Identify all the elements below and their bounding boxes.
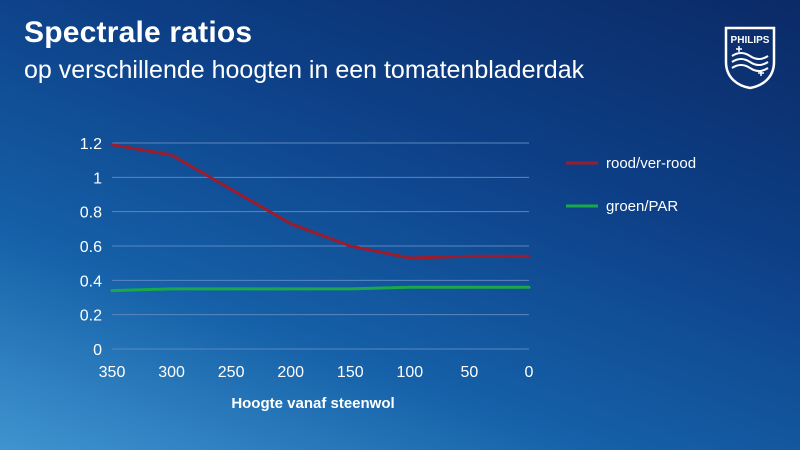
y-tick-label: 0.8: [80, 205, 102, 222]
series-lines: [110, 143, 531, 293]
y-tick-label: 0.6: [80, 239, 102, 256]
grid-lines: [112, 142, 529, 350]
chart-subtitle: op verschillende hoogten in een tomatenb…: [24, 56, 585, 84]
series-line-1: [110, 285, 531, 293]
x-tick-label: 350: [99, 364, 126, 381]
y-axis-ticks: 0 0.2 0.4 0.6 0.8 1 1.2: [80, 136, 102, 359]
x-tick-label: 100: [397, 364, 424, 381]
x-axis-ticks: 350 300 250 200 150 100 50 0: [99, 364, 534, 381]
y-tick-label: 0: [93, 342, 102, 359]
legend-label: groen/PAR: [606, 198, 678, 215]
y-tick-label: 0.4: [80, 273, 102, 290]
y-tick-label: 0.2: [80, 308, 102, 325]
series-line-0: [110, 143, 531, 260]
y-tick-label: 1: [93, 170, 102, 187]
x-tick-label: 200: [277, 364, 304, 381]
x-tick-label: 250: [218, 364, 245, 381]
logo-wordmark: PHILIPS: [731, 35, 770, 46]
chart-title: Spectrale ratios: [24, 16, 253, 49]
x-tick-label: 300: [158, 364, 185, 381]
legend: rood/ver-rood groen/PAR: [566, 155, 696, 215]
x-axis-label: Hoogte vanaf steenwol: [231, 395, 394, 412]
y-tick-label: 1.2: [80, 136, 102, 153]
legend-label: rood/ver-rood: [606, 155, 696, 172]
x-tick-label: 0: [525, 364, 534, 381]
x-tick-label: 150: [337, 364, 364, 381]
x-tick-label: 50: [461, 364, 479, 381]
philips-shield-icon: PHILIPS: [724, 26, 776, 90]
